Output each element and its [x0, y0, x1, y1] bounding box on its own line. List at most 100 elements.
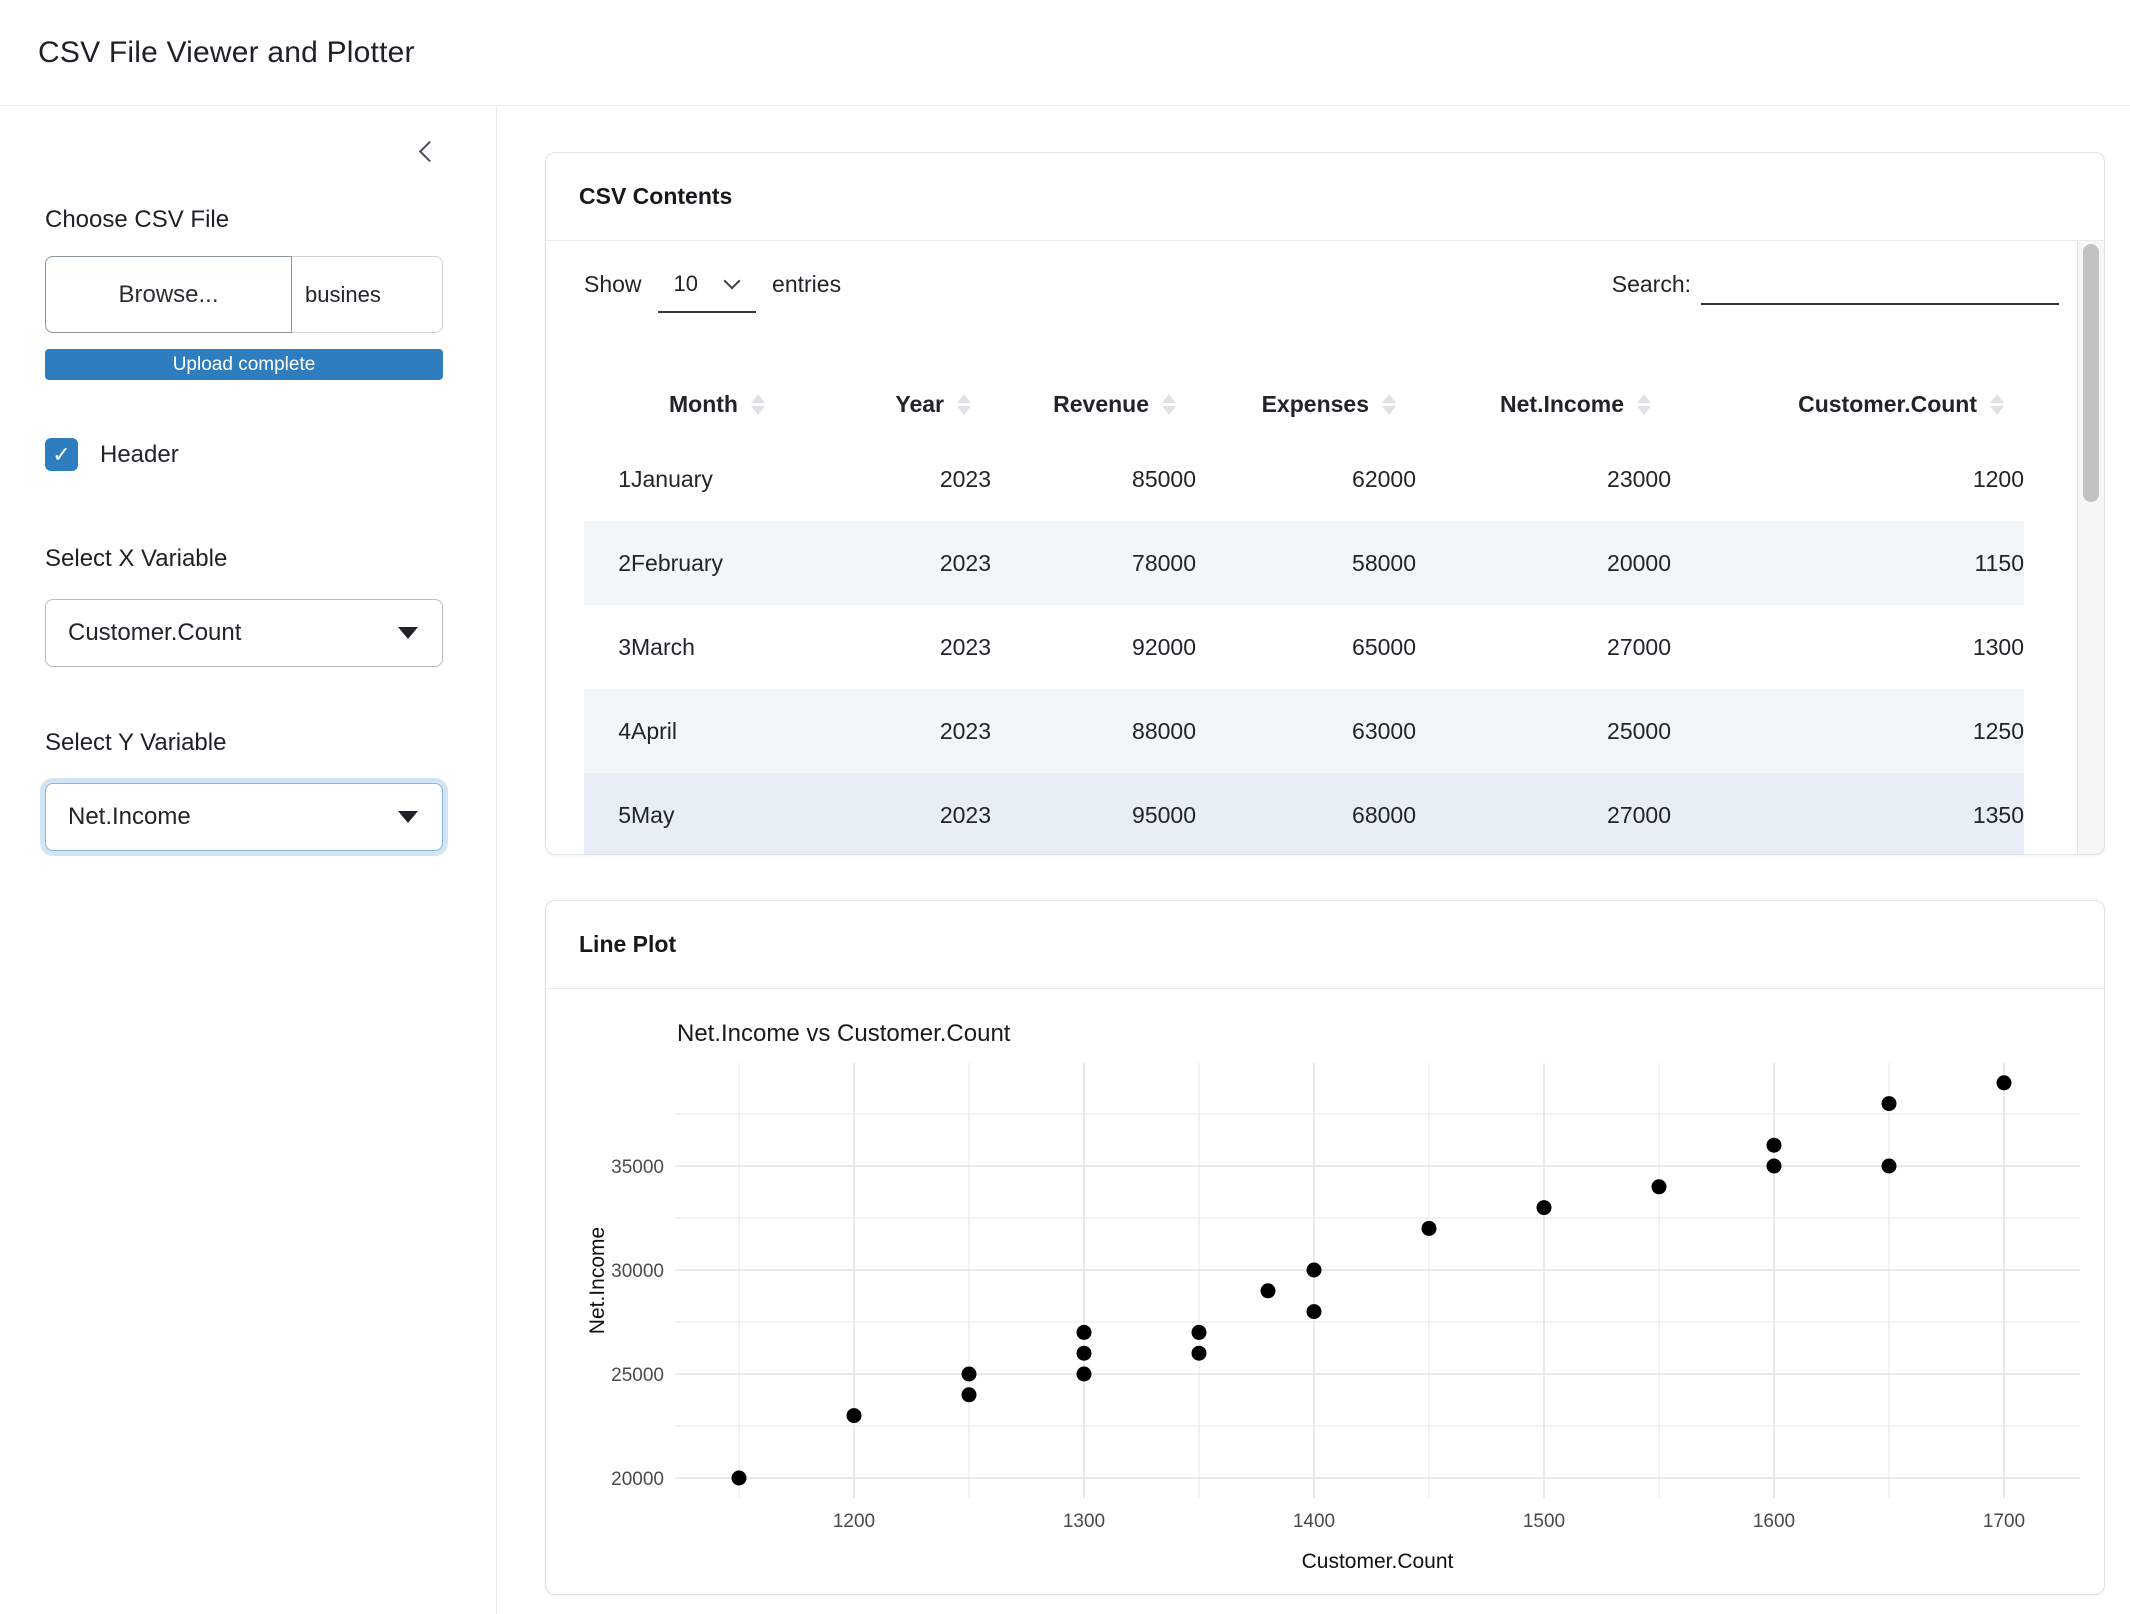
sidebar-collapse-button[interactable]: [414, 136, 444, 166]
x-tick-label: 1500: [1523, 1511, 1565, 1532]
table-cell: March: [631, 633, 695, 660]
data-point: [731, 1470, 747, 1486]
table-cell: 2: [618, 549, 631, 576]
y-tick-label: 30000: [611, 1261, 664, 1282]
column-header-label: Revenue: [1053, 390, 1149, 417]
app-header: CSV File Viewer and Plotter: [0, 0, 2130, 106]
data-point: [846, 1408, 862, 1424]
column-header-expenses[interactable]: Expenses: [1196, 371, 1416, 437]
table-cell: 85000: [1132, 465, 1196, 492]
x-tick-label: 1300: [1063, 1511, 1105, 1532]
data-point: [1421, 1220, 1437, 1236]
table-cell: 62000: [1352, 465, 1416, 492]
table-row[interactable]: 5 May 2023 95000 68000 27000 1350: [584, 773, 2024, 854]
table-cell: 65000: [1352, 633, 1416, 660]
line-plot-card: Line Plot Net.Income vs Customer.Count 12…: [545, 900, 2105, 1595]
table-cell: 2023: [939, 465, 991, 492]
table-row[interactable]: 2 February 2023 78000 58000 20000 1150: [584, 521, 2024, 605]
table-cell: 3: [618, 633, 631, 660]
table-cell: 92000: [1132, 633, 1196, 660]
x-select-label: Select X Variable: [45, 545, 228, 572]
x-tick-label: 1400: [1293, 1511, 1335, 1532]
sort-icon: [1382, 393, 1396, 415]
header-checkbox-row[interactable]: ✓ Header: [45, 438, 179, 471]
page-length-value: 10: [673, 271, 699, 296]
x-variable-select[interactable]: Customer.Count: [45, 599, 443, 667]
show-label: Show: [584, 271, 642, 297]
table-cell: 2023: [939, 633, 991, 660]
table-cell: 25000: [1607, 717, 1671, 744]
table-cell: 78000: [1132, 549, 1196, 576]
x-select-value: Customer.Count: [68, 619, 242, 646]
table-row[interactable]: 4 April 2023 88000 63000 25000 1250: [584, 689, 2024, 773]
table-cell: 1200: [1972, 465, 2024, 492]
data-point: [1881, 1096, 1897, 1112]
data-point: [1996, 1075, 2012, 1091]
chevron-left-icon: [418, 140, 440, 162]
caret-down-icon: [398, 627, 418, 639]
sort-icon: [1162, 393, 1176, 415]
column-header-revenue[interactable]: Revenue: [991, 371, 1196, 437]
upload-progress-bar: Upload complete: [45, 349, 443, 380]
data-point: [1076, 1345, 1092, 1361]
table-cell: 95000: [1132, 801, 1196, 828]
table-scrollbar-track[interactable]: [2077, 241, 2104, 854]
table-cell: 2023: [939, 549, 991, 576]
data-point: [961, 1387, 977, 1403]
table-search: Search:: [1612, 271, 2059, 305]
column-header-customer-count[interactable]: Customer.Count: [1671, 371, 2024, 437]
csv-table: Month Year Revenue Expenses Net.Income Custom…: [584, 371, 2024, 854]
table-cell: 88000: [1132, 717, 1196, 744]
table-cell: 68000: [1352, 801, 1416, 828]
data-point: [1306, 1262, 1322, 1278]
table-body: 1 January 2023 85000 62000 23000 1200 2 February…: [584, 437, 2024, 854]
scatter-plot: Net.Income vs Customer.Count 1200 1300 1400…: [586, 1020, 2080, 1573]
data-point: [961, 1366, 977, 1382]
browse-button[interactable]: Browse...: [45, 256, 292, 333]
table-header-row: Month Year Revenue Expenses Net.Income Custom…: [584, 371, 2024, 437]
main-content: CSV Contents Show 10 entries Search:: [497, 106, 2130, 1614]
column-header-net-income[interactable]: Net.Income: [1416, 371, 1671, 437]
table-cell: 23000: [1607, 465, 1671, 492]
data-point: [1260, 1283, 1276, 1299]
table-cell: 27000: [1607, 801, 1671, 828]
table-cell: 58000: [1352, 549, 1416, 576]
y-tick-label: 35000: [611, 1157, 664, 1178]
column-header-index: [584, 371, 631, 437]
table-row[interactable]: 3 March 2023 92000 65000 27000 1300: [584, 605, 2024, 689]
data-point: [1076, 1324, 1092, 1340]
search-input[interactable]: [1701, 271, 2059, 305]
table-cell: 1300: [1972, 633, 2024, 660]
search-label: Search:: [1611, 271, 1691, 297]
file-name-field[interactable]: busines: [292, 256, 443, 333]
csv-card-body: Show 10 entries Search:: [546, 241, 2104, 854]
sort-icon: [1990, 393, 2004, 415]
header-checkbox[interactable]: ✓: [45, 438, 78, 471]
data-point: [1191, 1324, 1207, 1340]
x-tick-label: 1600: [1753, 1511, 1795, 1532]
csv-card-title: CSV Contents: [546, 153, 2104, 241]
data-point: [1766, 1158, 1782, 1174]
data-point: [1881, 1158, 1897, 1174]
table-row[interactable]: 1 January 2023 85000 62000 23000 1200: [584, 437, 2024, 521]
column-header-month[interactable]: Month: [631, 371, 861, 437]
table-cell: 5: [618, 801, 631, 828]
page-title: CSV File Viewer and Plotter: [38, 35, 415, 69]
table-scrollbar-thumb[interactable]: [2083, 244, 2099, 502]
column-header-label: Net.Income: [1500, 390, 1624, 417]
x-tick-label: 1700: [1983, 1511, 2025, 1532]
data-point: [1536, 1200, 1552, 1216]
table-cell: 4: [618, 717, 631, 744]
data-point: [1766, 1137, 1782, 1153]
page-length-control: Show 10 entries: [584, 271, 841, 313]
sort-icon: [1637, 393, 1651, 415]
page-length-select[interactable]: 10: [657, 271, 757, 313]
column-header-year[interactable]: Year: [861, 371, 991, 437]
check-icon: ✓: [52, 441, 71, 467]
y-variable-select[interactable]: Net.Income: [45, 783, 443, 851]
y-tick-label: 25000: [611, 1365, 664, 1386]
table-cell: 2023: [939, 801, 991, 828]
file-input-group: Browse... busines: [45, 256, 443, 333]
table-cell: 27000: [1607, 633, 1671, 660]
table-cell: 1350: [1972, 801, 2024, 828]
